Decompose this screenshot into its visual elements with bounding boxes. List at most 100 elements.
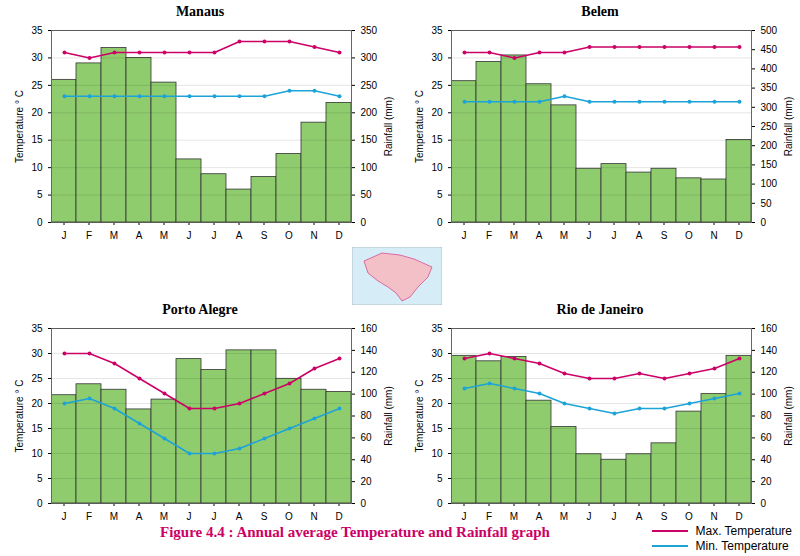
svg-text:J: J bbox=[187, 511, 192, 522]
svg-text:80: 80 bbox=[361, 410, 373, 421]
svg-text:200: 200 bbox=[761, 140, 778, 151]
svg-text:150: 150 bbox=[761, 159, 778, 170]
svg-text:J: J bbox=[462, 230, 467, 241]
svg-text:0: 0 bbox=[761, 217, 767, 228]
svg-text:A: A bbox=[536, 511, 543, 522]
svg-text:35: 35 bbox=[431, 323, 443, 334]
svg-text:J: J bbox=[212, 230, 217, 241]
svg-text:5: 5 bbox=[37, 189, 43, 200]
svg-text:S: S bbox=[261, 230, 268, 241]
svg-text:15: 15 bbox=[431, 134, 443, 145]
svg-text:A: A bbox=[136, 230, 143, 241]
svg-text:20: 20 bbox=[31, 107, 43, 118]
svg-text:250: 250 bbox=[761, 121, 778, 132]
svg-text:25: 25 bbox=[431, 373, 443, 384]
svg-text:250: 250 bbox=[361, 80, 378, 91]
svg-text:O: O bbox=[685, 230, 693, 241]
svg-text:5: 5 bbox=[437, 473, 443, 484]
svg-text:O: O bbox=[285, 511, 293, 522]
svg-text:A: A bbox=[236, 230, 243, 241]
svg-text:J: J bbox=[587, 230, 592, 241]
svg-text:25: 25 bbox=[31, 80, 43, 91]
svg-text:J: J bbox=[587, 511, 592, 522]
svg-text:10: 10 bbox=[31, 448, 43, 459]
svg-text:S: S bbox=[261, 511, 268, 522]
svg-text:M: M bbox=[160, 511, 168, 522]
svg-text:350: 350 bbox=[761, 82, 778, 93]
svg-text:80: 80 bbox=[761, 410, 773, 421]
svg-text:J: J bbox=[187, 230, 192, 241]
svg-text:M: M bbox=[560, 230, 568, 241]
svg-text:A: A bbox=[636, 511, 643, 522]
svg-text:100: 100 bbox=[361, 162, 378, 173]
svg-text:M: M bbox=[510, 230, 518, 241]
svg-text:120: 120 bbox=[361, 366, 378, 377]
svg-text:J: J bbox=[212, 511, 217, 522]
svg-text:35: 35 bbox=[31, 323, 43, 334]
svg-text:0: 0 bbox=[361, 217, 367, 228]
svg-text:M: M bbox=[110, 230, 118, 241]
svg-text:140: 140 bbox=[361, 345, 378, 356]
svg-text:D: D bbox=[335, 511, 342, 522]
svg-text:S: S bbox=[661, 230, 668, 241]
svg-text:30: 30 bbox=[31, 348, 43, 359]
svg-text:N: N bbox=[310, 511, 317, 522]
svg-text:200: 200 bbox=[361, 107, 378, 118]
svg-text:5: 5 bbox=[37, 473, 43, 484]
svg-text:O: O bbox=[685, 511, 693, 522]
svg-text:Temperature ° C: Temperature ° C bbox=[14, 380, 25, 453]
svg-text:Rainfall (mm): Rainfall (mm) bbox=[783, 386, 794, 445]
svg-text:140: 140 bbox=[761, 345, 778, 356]
svg-text:N: N bbox=[710, 511, 717, 522]
svg-text:300: 300 bbox=[361, 52, 378, 63]
svg-text:A: A bbox=[636, 230, 643, 241]
svg-text:O: O bbox=[285, 230, 293, 241]
svg-text:5: 5 bbox=[437, 189, 443, 200]
svg-text:F: F bbox=[86, 511, 92, 522]
svg-text:400: 400 bbox=[761, 63, 778, 74]
svg-text:60: 60 bbox=[761, 432, 773, 443]
svg-text:120: 120 bbox=[761, 366, 778, 377]
svg-text:40: 40 bbox=[361, 454, 373, 465]
svg-text:S: S bbox=[661, 511, 668, 522]
svg-text:F: F bbox=[486, 230, 492, 241]
svg-text:35: 35 bbox=[431, 25, 443, 36]
svg-text:60: 60 bbox=[361, 432, 373, 443]
svg-text:10: 10 bbox=[431, 448, 443, 459]
svg-text:20: 20 bbox=[431, 107, 443, 118]
svg-text:100: 100 bbox=[761, 178, 778, 189]
svg-text:20: 20 bbox=[761, 476, 773, 487]
svg-text:50: 50 bbox=[361, 189, 373, 200]
svg-text:100: 100 bbox=[361, 388, 378, 399]
svg-text:25: 25 bbox=[431, 80, 443, 91]
svg-text:F: F bbox=[86, 230, 92, 241]
svg-text:15: 15 bbox=[431, 423, 443, 434]
svg-text:15: 15 bbox=[31, 423, 43, 434]
svg-text:0: 0 bbox=[37, 217, 43, 228]
svg-text:Rainfall (mm): Rainfall (mm) bbox=[383, 386, 394, 445]
svg-text:D: D bbox=[735, 230, 742, 241]
svg-text:Rainfall (mm): Rainfall (mm) bbox=[383, 97, 394, 156]
svg-text:100: 100 bbox=[761, 388, 778, 399]
svg-text:350: 350 bbox=[361, 25, 378, 36]
svg-text:30: 30 bbox=[431, 52, 443, 63]
svg-text:F: F bbox=[486, 511, 492, 522]
svg-text:Temperature ° C: Temperature ° C bbox=[414, 380, 425, 453]
svg-text:160: 160 bbox=[761, 323, 778, 334]
svg-text:J: J bbox=[62, 511, 67, 522]
svg-text:500: 500 bbox=[761, 25, 778, 36]
svg-text:N: N bbox=[710, 230, 717, 241]
svg-text:M: M bbox=[560, 511, 568, 522]
svg-text:0: 0 bbox=[437, 498, 443, 509]
svg-text:Temperature ° C: Temperature ° C bbox=[14, 90, 25, 163]
svg-text:20: 20 bbox=[361, 476, 373, 487]
svg-text:D: D bbox=[735, 511, 742, 522]
svg-text:A: A bbox=[236, 511, 243, 522]
svg-text:300: 300 bbox=[761, 102, 778, 113]
svg-text:35: 35 bbox=[31, 25, 43, 36]
svg-text:M: M bbox=[160, 230, 168, 241]
svg-text:50: 50 bbox=[761, 198, 773, 209]
svg-text:A: A bbox=[136, 511, 143, 522]
svg-text:0: 0 bbox=[361, 498, 367, 509]
svg-text:0: 0 bbox=[37, 498, 43, 509]
